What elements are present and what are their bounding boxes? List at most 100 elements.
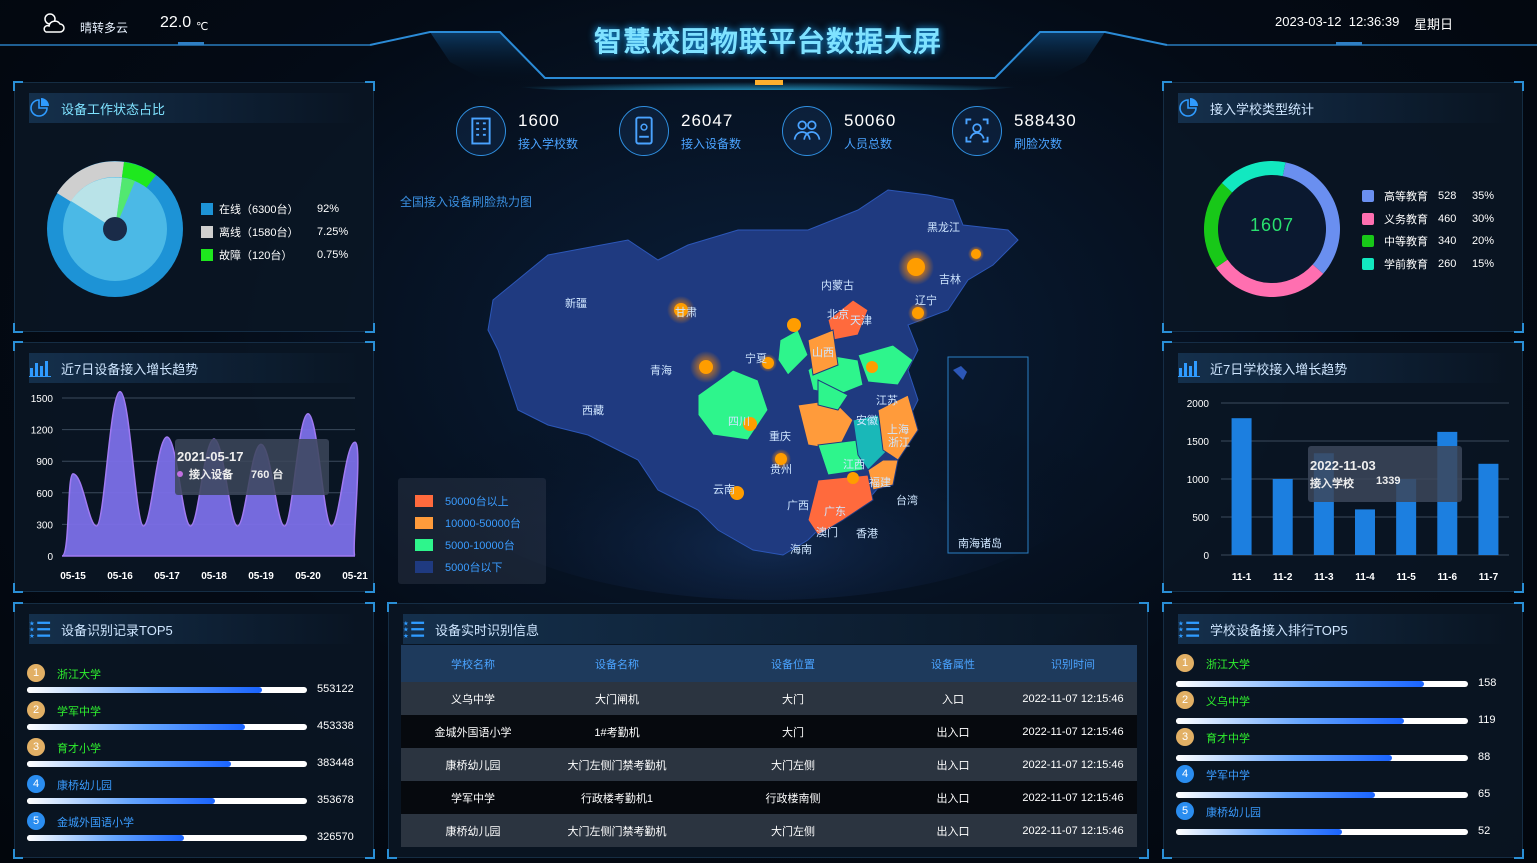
rank-item[interactable]: 3 育才小学 383448	[27, 738, 362, 775]
province-label: 浙江	[888, 436, 910, 449]
rank-badge: 3	[1176, 728, 1194, 746]
records-top5-title: 设备识别记录TOP5	[61, 622, 173, 638]
legend-offline: 离线（1580台） 7.25%	[201, 220, 348, 243]
table-row[interactable]: 康桥幼儿园 大门左侧门禁考勤机 大门左侧 出入口 2022-11-07 12:15:46	[401, 814, 1137, 847]
pie-chart-icon	[29, 97, 51, 119]
map-legend-item: 10000-50000台	[415, 512, 546, 534]
device-status-title: 设备工作状态占比	[61, 101, 166, 117]
map-legend-item: 5000-10000台	[415, 534, 546, 556]
table-cell: 康桥幼儿园	[445, 825, 501, 838]
province-label: 云南	[713, 483, 735, 496]
rank-name: 学军中学	[1206, 770, 1250, 782]
status-legend: 在线（6300台） 92% 离线（1580台） 7.25% 故障（120台） 0.75…	[201, 197, 348, 266]
province-label: 黑龙江	[927, 221, 960, 234]
rank-item[interactable]: 2 义乌中学 119	[1176, 691, 1511, 728]
table-row[interactable]: 义乌中学 大门闸机 大门 入口 2022-11-07 12:15:46	[401, 682, 1137, 715]
rank-bar	[1176, 792, 1468, 798]
rank-bar	[27, 761, 307, 767]
x-tick-label: 05-17	[154, 571, 180, 582]
province-label: 西藏	[582, 404, 604, 417]
province-label: 江西	[843, 458, 865, 471]
device-status-header: 设备工作状态占比	[29, 93, 359, 123]
rank-item[interactable]: 4 学军中学 65	[1176, 765, 1511, 802]
rank-bar	[1176, 755, 1468, 761]
bar-chart-icon	[29, 357, 51, 379]
rank-item[interactable]: 1 浙江大学 158	[1176, 654, 1511, 691]
province-label: 海南	[790, 542, 812, 556]
province-label: 江苏	[876, 394, 898, 407]
table-cell: 出入口	[936, 792, 970, 805]
device-trend-tooltip: 2021-05-17 接入设备 760 台	[175, 439, 329, 495]
tooltip-value: 760 台	[251, 469, 284, 481]
table-cell: 大门	[782, 693, 804, 706]
table-header: 学校名称 设备名称 设备位置 设备属性 识别时间	[401, 645, 1137, 682]
rank-badge: 5	[27, 812, 45, 830]
province-label: 南海诸岛	[958, 536, 1002, 550]
table-cell: 2022-11-07 12:15:46	[1022, 758, 1124, 771]
province-label: 北京	[827, 307, 849, 321]
province-label: 四川	[728, 416, 750, 428]
donut-slice	[1216, 259, 1324, 297]
column-header: 学校名称	[451, 658, 495, 671]
svg-text:★: ★	[1178, 620, 1184, 627]
stat-label: 刷脸次数	[1014, 136, 1063, 151]
rank-item[interactable]: 5 金城外国语小学 326570	[27, 812, 362, 849]
device-icon	[619, 106, 669, 156]
rank-badge: 4	[1176, 765, 1194, 783]
weather-icon	[40, 10, 68, 36]
x-tick-label: 05-16	[107, 571, 133, 582]
school-trend-header: 近7日学校接入增长趋势	[1178, 353, 1508, 383]
province-label: 宁夏	[745, 351, 767, 365]
tooltip-label: 接入学校	[1310, 478, 1354, 490]
rank-value: 88	[1478, 751, 1491, 763]
temperature: 22.0	[160, 14, 192, 31]
rank-item[interactable]: 5 康桥幼儿园 52	[1176, 802, 1511, 839]
temperature-unit: ℃	[196, 21, 209, 33]
table-row[interactable]: 金城外国语小学 1#考勤机 大门 出入口 2022-11-07 12:15:46	[401, 715, 1137, 748]
stat-3: 588430 刷脸次数	[952, 106, 1077, 156]
tooltip-date: 2021-05-17	[177, 449, 244, 464]
province-label: 重庆	[769, 429, 791, 443]
table-row[interactable]: 康桥幼儿园 大门左侧门禁考勤机 大门左侧 出入口 2022-11-07 12:15:46	[401, 748, 1137, 781]
realtime-table: 学校名称 设备名称 设备位置 设备属性 识别时间 义乌中学 大门闸机 大门 入口 2022-11-…	[401, 645, 1137, 847]
rank-value: 553122	[317, 683, 354, 695]
school-trend-panel: 近7日学校接入增长趋势 2000 1500 1000 500 0 11-1 11-2 11-3…	[1162, 341, 1524, 593]
column-header: 设备位置	[771, 658, 815, 671]
y-tick-label: 1000	[1187, 475, 1210, 486]
x-tick-label: 11-4	[1355, 572, 1375, 583]
stat-value: 588430	[1014, 110, 1077, 130]
y-tick-label: 500	[1192, 513, 1209, 524]
rank-item[interactable]: 2 学军中学 453338	[27, 701, 362, 738]
stat-label: 接入设备数	[681, 136, 742, 151]
status-pie	[47, 161, 183, 297]
rank-item[interactable]: 4 康桥幼儿园 353678	[27, 775, 362, 812]
table-cell: 出入口	[936, 825, 970, 838]
svg-text:★: ★	[403, 620, 409, 627]
stat-0: 1600 接入学校数	[456, 106, 578, 156]
rank-name: 育才小学	[57, 743, 101, 755]
device-trend-header: 近7日设备接入增长趋势	[29, 353, 359, 383]
school-trend-title: 近7日学校接入增长趋势	[1210, 361, 1348, 377]
x-tick-label: 05-20	[295, 571, 321, 582]
map-title: 全国接入设备刷脸热力图	[400, 195, 533, 209]
face-scan-icon	[952, 106, 1002, 156]
stat-label: 接入学校数	[518, 136, 579, 151]
stat-1: 26047 接入设备数	[619, 106, 741, 156]
rank-item[interactable]: 1 浙江大学 553122	[27, 664, 362, 701]
x-tick-label: 11-3	[1314, 572, 1334, 583]
rank-badge: 1	[27, 664, 45, 682]
stat-2: 50060 人员总数	[782, 106, 896, 156]
table-row[interactable]: 学军中学 行政楼考勤机1 行政楼南侧 出入口 2022-11-07 12:15:46	[401, 781, 1137, 814]
province-label: 台湾	[896, 493, 918, 507]
stat-value: 1600	[518, 110, 560, 130]
province-label: 内蒙古	[821, 278, 854, 292]
realtime-title: 设备实时识别信息	[435, 622, 540, 638]
x-tick-label: 05-19	[248, 571, 274, 582]
rank-badge: 3	[27, 738, 45, 756]
rank-bar	[1176, 718, 1468, 724]
column-header: 设备名称	[595, 658, 639, 671]
x-tick-label: 11-7	[1479, 572, 1499, 583]
device-status-panel: 设备工作状态占比 在线（6300台） 92% 离线（1580台） 7.25% 故障（…	[13, 81, 375, 333]
rank-item[interactable]: 3 育才中学 88	[1176, 728, 1511, 765]
bar	[1272, 479, 1293, 555]
